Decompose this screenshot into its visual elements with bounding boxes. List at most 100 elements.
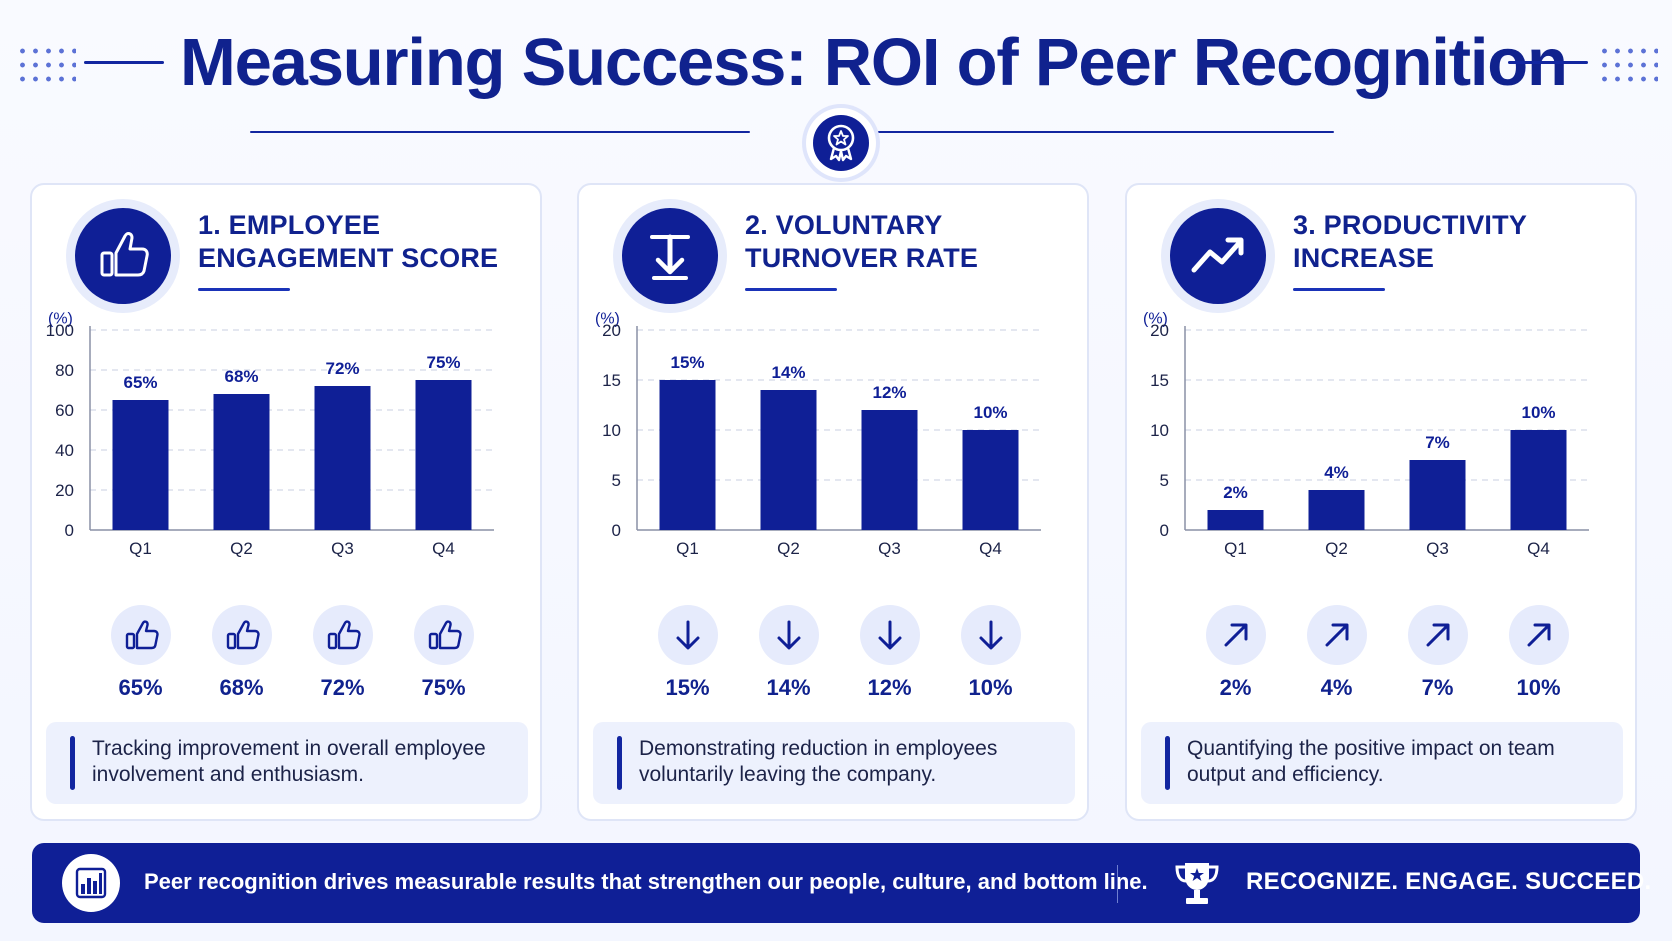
title-underline [745, 288, 837, 291]
bar-value-label: 10% [1521, 403, 1555, 422]
page-title: Measuring Success: ROI of Peer Recogniti… [180, 25, 1568, 100]
metric-row: 2% 4% 7% 10% [1127, 605, 1639, 705]
y-tick-label: 10 [602, 421, 621, 440]
metric-value: 14% [766, 675, 811, 700]
y-tick-label: 10 [1150, 421, 1169, 440]
trend-up-icon [1170, 208, 1266, 304]
description-box: Demonstrating reduction in employees vol… [593, 722, 1075, 804]
x-tick-label: Q3 [331, 539, 354, 558]
metric-value: 4% [1320, 675, 1353, 700]
bar-value-label: 12% [872, 383, 906, 402]
bar-value-label: 2% [1223, 483, 1248, 502]
arrow-down-icon [859, 605, 920, 665]
y-tick-label: 15 [1150, 371, 1169, 390]
description-box: Tracking improvement in overall employee… [46, 722, 528, 804]
arrow-up-right-icon [1508, 605, 1569, 665]
x-tick-label: Q3 [878, 539, 901, 558]
panel-title-line-1: 3. PRODUCTIVITY [1293, 210, 1528, 240]
award-medal-icon [806, 108, 876, 178]
bar [1510, 430, 1567, 530]
decorative-dots-left [16, 44, 76, 88]
y-tick-label: 100 [46, 321, 74, 340]
y-tick-label: 20 [1150, 321, 1169, 340]
productivity-bar-chart: (%) 0 5 10 15 20 2% Q1 4% Q2 7% Q3 10% Q4 [1143, 310, 1589, 558]
bar [1207, 510, 1264, 530]
panel-productivity: 3. PRODUCTIVITY INCREASE (%) 0 5 10 15 20 2% Q1… [1125, 183, 1637, 821]
x-tick-label: Q1 [129, 539, 152, 558]
header-rule-left [84, 61, 164, 64]
description-box: Quantifying the positive impact on team … [1141, 722, 1623, 804]
y-tick-label: 20 [55, 481, 74, 500]
y-tick-label: 80 [55, 361, 74, 380]
header-rule-right [1508, 61, 1588, 64]
x-tick-label: Q3 [1426, 539, 1449, 558]
y-tick-label: 5 [1160, 471, 1169, 490]
metric-value: 68% [219, 675, 264, 700]
panel-title: 3. PRODUCTIVITY INCREASE [1293, 209, 1633, 275]
y-tick-label: 0 [612, 521, 621, 540]
description-accent [617, 736, 622, 790]
bar [760, 390, 817, 530]
metric-value: 65% [118, 675, 163, 700]
arrow-down-icon [657, 605, 718, 665]
thumbs-up-icon [211, 605, 272, 665]
footer-slogan: RECOGNIZE. ENGAGE. SUCCEED. [1246, 868, 1652, 895]
y-tick-label: 5 [612, 471, 621, 490]
bar-value-label: 7% [1425, 433, 1450, 452]
x-tick-label: Q2 [777, 539, 800, 558]
bar-value-label: 72% [325, 359, 359, 378]
turnover-bar-chart: (%) 0 5 10 15 20 15% Q1 14% Q2 12% Q3 10% Q4 [595, 310, 1041, 558]
y-tick-label: 60 [55, 401, 74, 420]
panel-title-line-1: 2. VOLUNTARY [745, 210, 943, 240]
description-text: Tracking improvement in overall employee… [92, 737, 486, 786]
divider-left [250, 131, 750, 133]
panel-title-line-2: ENGAGEMENT SCORE [198, 243, 499, 273]
x-tick-label: Q1 [1224, 539, 1247, 558]
title-underline [198, 288, 290, 291]
bar [1308, 490, 1365, 530]
description-text: Demonstrating reduction in employees vol… [639, 737, 998, 786]
x-tick-label: Q2 [1325, 539, 1348, 558]
footer-divider [1117, 865, 1118, 903]
turnover-down-arrow-icon [622, 208, 718, 304]
y-tick-label: 40 [55, 441, 74, 460]
arrow-up-right-icon [1306, 605, 1367, 665]
bar-value-label: 10% [973, 403, 1007, 422]
title-underline [1293, 288, 1385, 291]
footer-banner: Peer recognition drives measurable resul… [32, 843, 1651, 923]
arrow-up-right-icon [1205, 605, 1266, 665]
bar [962, 430, 1019, 530]
metric-value: 12% [867, 675, 912, 700]
metric-value: 2% [1219, 675, 1252, 700]
bar [213, 394, 270, 530]
bar [112, 400, 169, 530]
bar-chart-icon [62, 854, 120, 912]
metric-value: 72% [320, 675, 365, 700]
bar-value-label: 15% [670, 353, 704, 372]
panel-engagement: 1. EMPLOYEE ENGAGEMENT SCORE (%) 0 20 40 60 8… [30, 183, 542, 821]
panel-title: 2. VOLUNTARY TURNOVER RATE [745, 209, 1085, 275]
panel-icon-ring [1161, 199, 1275, 313]
metric-row: 15% 14% 12% 10% [579, 605, 1091, 705]
thumbs-up-icon [110, 605, 171, 665]
panel-title-line-2: INCREASE [1293, 243, 1435, 273]
description-text: Quantifying the positive impact on team … [1187, 737, 1555, 786]
y-axis-unit-label: (%) [595, 310, 620, 327]
bar-value-label: 4% [1324, 463, 1349, 482]
y-axis-unit-label: (%) [1143, 310, 1168, 327]
x-tick-label: Q2 [230, 539, 253, 558]
arrow-down-icon [960, 605, 1021, 665]
bar-value-label: 14% [771, 363, 805, 382]
y-tick-label: 0 [1160, 521, 1169, 540]
panel-title: 1. EMPLOYEE ENGAGEMENT SCORE [198, 209, 538, 275]
x-tick-label: Q4 [1527, 539, 1550, 558]
engagement-bar-chart: (%) 0 20 40 60 80 100 65% Q1 68% Q2 72% Q3 75% Q4 [46, 310, 494, 558]
description-accent [70, 736, 75, 790]
metric-value: 75% [421, 675, 466, 700]
panel-title-line-2: TURNOVER RATE [745, 243, 979, 273]
trophy-icon [1170, 857, 1224, 914]
y-tick-label: 20 [602, 321, 621, 340]
metric-value: 10% [1516, 675, 1561, 700]
panel-icon-ring [66, 199, 180, 313]
